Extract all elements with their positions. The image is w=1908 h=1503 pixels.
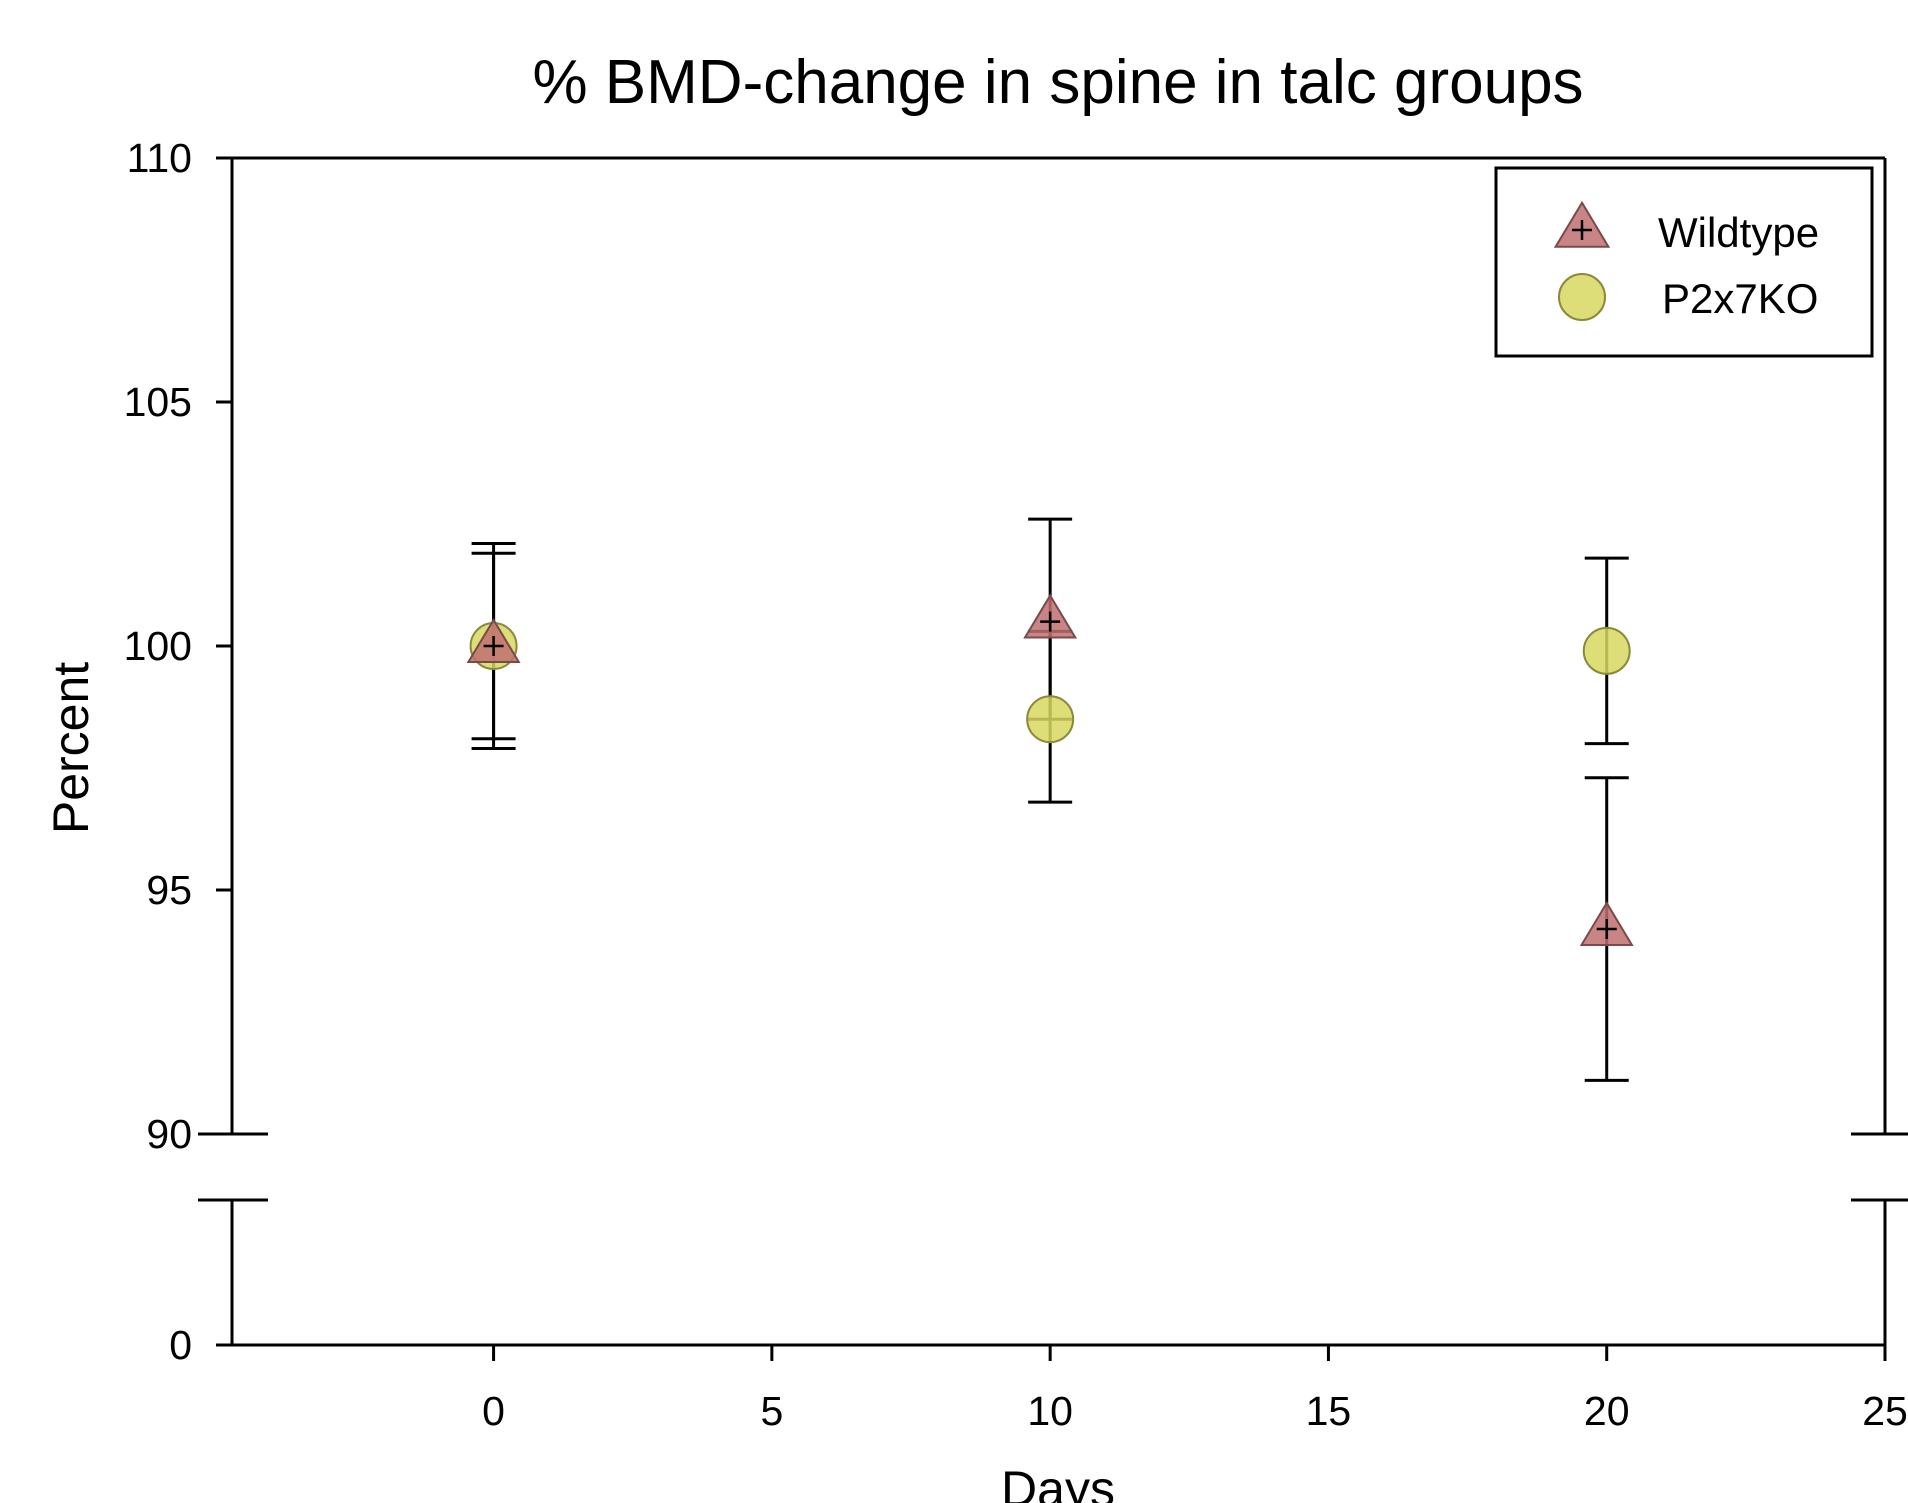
legend: Wildtype P2x7KO [1494,166,1874,358]
y-tick-label: 110 [127,135,192,181]
x-axis-label: Days [1001,1461,1115,1503]
y-tick-label: 100 [124,623,192,669]
x-tick-label: 15 [1306,1388,1352,1434]
y-tick-label: 105 [124,379,192,425]
axes-layer: 0 90 95 100 105 110 0 5 10 15 20 25 [124,135,1908,1434]
data-point-p2x7ko [1026,695,1075,744]
y-tick-label: 90 [146,1111,192,1157]
legend-marker-p2x7ko [1558,273,1606,321]
y-axis-label: Percent [43,662,99,834]
chart-title: % BMD-change in spine in talc groups [532,48,1583,117]
data-point-p2x7ko [1582,626,1631,675]
markers-layer [466,593,1634,946]
legend-box [1494,166,1874,358]
y-tick-label: 0 [169,1322,192,1368]
legend-label-wildtype: Wildtype [1658,209,1819,256]
x-tick-label: 0 [482,1388,505,1434]
x-tick-label: 25 [1862,1388,1908,1434]
x-tick-label: 10 [1027,1388,1073,1434]
x-tick-label: 20 [1584,1388,1630,1434]
y-tick-label: 95 [146,867,192,913]
x-tick-label: 5 [760,1388,783,1434]
legend-label-p2x7ko: P2x7KO [1662,275,1818,322]
